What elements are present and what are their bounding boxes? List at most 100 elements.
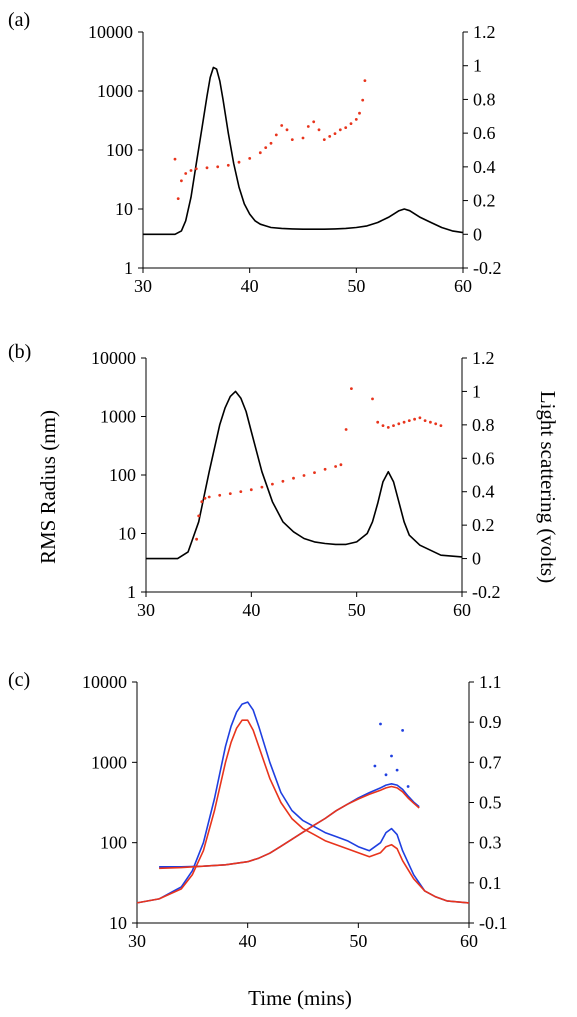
data-point	[344, 126, 348, 129]
y2-tick-label: 0	[472, 549, 481, 569]
data-point	[218, 493, 222, 497]
data-point	[207, 495, 211, 499]
panel-label: (c)	[8, 669, 30, 691]
y-tick-label: 10000	[91, 348, 136, 368]
data-point	[248, 157, 252, 160]
data-point	[197, 514, 201, 518]
data-point	[195, 537, 199, 541]
data-point	[390, 754, 393, 758]
data-point	[306, 125, 310, 128]
data-point	[334, 465, 337, 468]
data-point	[339, 463, 343, 467]
data-point	[333, 132, 337, 136]
data-point	[180, 179, 183, 183]
data-point	[323, 467, 327, 471]
data-point	[386, 426, 390, 429]
y-tick-label: 100	[109, 465, 136, 485]
y-tick-label: 1	[124, 258, 133, 278]
x-tick-label: 50	[347, 276, 365, 296]
y2-tick-label: 1.2	[472, 348, 495, 368]
data-point	[292, 476, 295, 480]
data-point	[302, 474, 306, 477]
data-point	[189, 169, 193, 172]
data-point	[317, 128, 321, 132]
data-point	[381, 424, 385, 427]
data-point	[194, 167, 198, 171]
data-point	[176, 197, 180, 201]
data-point	[260, 485, 264, 489]
y2-tick-label: 0.7	[479, 752, 502, 772]
data-point	[285, 128, 289, 132]
y2-tick-label: 0.4	[473, 157, 496, 177]
y2-tick-label: 1	[473, 56, 482, 76]
x-tick-label: 40	[241, 276, 259, 296]
data-point	[264, 146, 268, 150]
y2-tick-label: 0.5	[479, 793, 502, 813]
data-point	[402, 420, 406, 424]
y2-tick-label: 0.8	[473, 89, 496, 109]
data-point	[423, 419, 427, 422]
data-point	[271, 482, 274, 486]
data-point	[406, 785, 410, 788]
data-point	[203, 496, 207, 500]
data-point	[418, 416, 422, 420]
y-tick-label: 1	[127, 582, 136, 602]
data-point	[301, 136, 305, 140]
data-point	[328, 135, 332, 138]
y2-tick-label: 0.9	[479, 712, 502, 732]
y-tick-label: 1000	[100, 407, 136, 427]
y2-tick-label: 0.8	[472, 415, 495, 435]
data-point	[392, 424, 395, 427]
y2-tick-label: 0.4	[472, 482, 495, 502]
data-point	[373, 764, 377, 768]
data-point	[349, 122, 353, 125]
y2-tick-label: 1.1	[479, 672, 502, 692]
data-point	[313, 471, 316, 474]
data-point	[413, 417, 416, 421]
panel-label: (b)	[8, 341, 31, 363]
data-point	[205, 166, 209, 170]
y2-tick-label: 0.2	[473, 191, 496, 211]
x-tick-label: 50	[348, 600, 366, 620]
data-point	[226, 163, 230, 167]
data-point	[269, 141, 273, 145]
data-point	[312, 120, 316, 124]
y2-tick-label: 0.2	[472, 515, 495, 535]
data-point	[290, 138, 294, 142]
x-tick-label: 40	[242, 600, 260, 620]
panel-a: (a) 30 40 50 60 1 10 100 1000 10000 -0.2 0 0.2 0.4 0.6…	[8, 9, 502, 296]
data-point	[216, 165, 220, 169]
y-tick-label: 10	[115, 199, 133, 219]
data-point	[239, 490, 243, 493]
series-line	[136, 719, 470, 904]
data-point	[401, 729, 404, 732]
y-tick-label: 100	[100, 833, 127, 853]
data-point	[344, 428, 348, 431]
x-tick-label: 60	[453, 600, 471, 620]
data-point	[397, 422, 401, 426]
data-point	[274, 133, 278, 137]
data-point	[249, 488, 253, 492]
data-point	[434, 422, 438, 426]
y-tick-label: 10	[118, 524, 136, 544]
data-point	[200, 500, 204, 504]
x-tick-label: 40	[239, 931, 257, 951]
data-point	[173, 157, 177, 161]
y2-tick-label: 1	[472, 381, 481, 401]
data-point	[228, 492, 232, 495]
panel-label: (a)	[8, 9, 30, 31]
y-tick-label: 10000	[82, 672, 127, 692]
data-point	[395, 768, 399, 772]
data-point	[376, 420, 380, 424]
series-line	[136, 701, 470, 904]
x-tick-label: 30	[128, 931, 146, 951]
y2-tick-label: 1.2	[473, 22, 496, 42]
y-tick-label: 100	[106, 140, 133, 160]
series-line	[143, 66, 464, 236]
data-point	[379, 722, 382, 726]
y2-tick-label: -0.1	[479, 913, 508, 933]
y-tick-label: 1000	[91, 752, 127, 772]
y2-tick-label: 0.6	[472, 448, 495, 468]
x-tick-label: 60	[460, 931, 478, 951]
